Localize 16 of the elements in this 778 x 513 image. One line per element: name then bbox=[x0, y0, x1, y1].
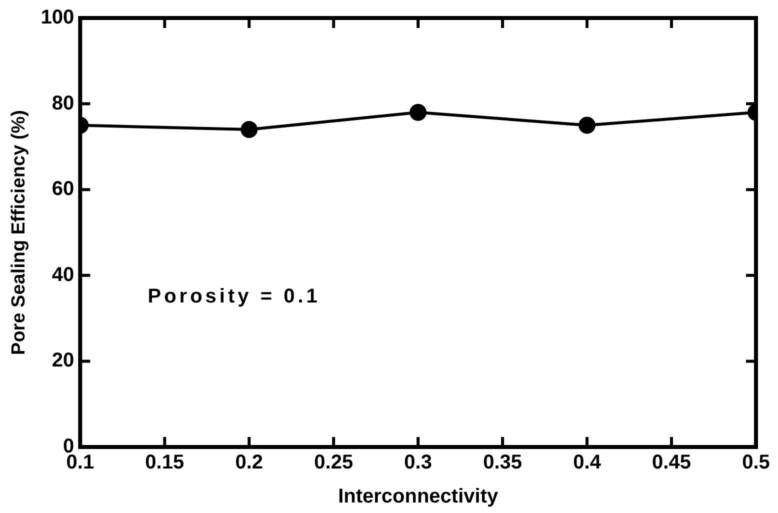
x-tick-label: 0.25 bbox=[314, 452, 354, 474]
x-tick-label: 0.15 bbox=[145, 452, 184, 474]
x-axis-title: Interconnectivity bbox=[338, 486, 499, 508]
annotation: Porosity = 0.1 bbox=[148, 285, 320, 308]
y-tick-label: 20 bbox=[52, 350, 74, 372]
x-tick-label: 0.35 bbox=[483, 452, 522, 474]
x-tick-label: 0.2 bbox=[235, 452, 264, 474]
x-tick-label: 0.45 bbox=[652, 452, 691, 474]
x-tick-label: 0.3 bbox=[404, 452, 432, 474]
x-tick-label: 0.4 bbox=[573, 452, 602, 474]
x-tick-label: 0.5 bbox=[742, 452, 770, 474]
y-axis-title: Pore Sealing Efficiency (%) bbox=[8, 110, 30, 355]
y-tick-label: 80 bbox=[52, 92, 74, 114]
y-tick-label: 40 bbox=[52, 264, 74, 286]
y-tick-label: 100 bbox=[40, 6, 74, 29]
y-tick-label: 60 bbox=[52, 178, 74, 200]
